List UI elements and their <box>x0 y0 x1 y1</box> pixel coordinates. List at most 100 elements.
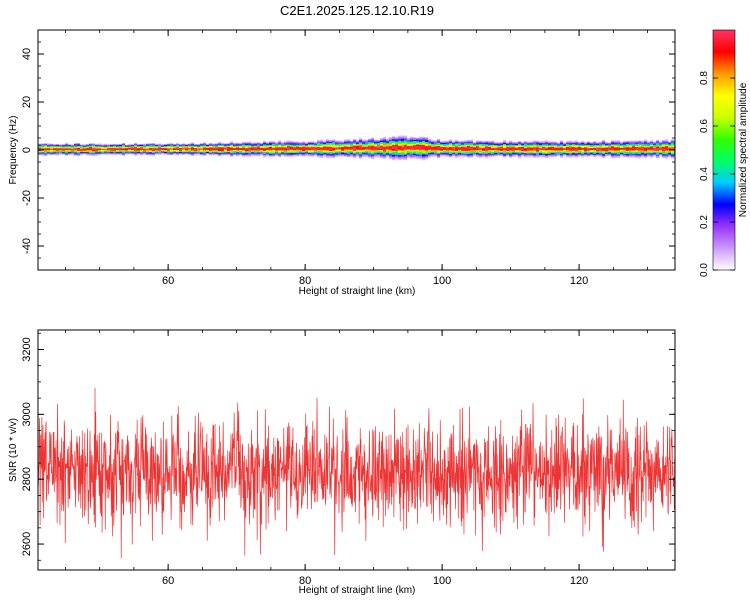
heatmap-cell <box>122 151 126 153</box>
heatmap-cell <box>425 142 429 145</box>
heatmap-cell <box>650 156 654 158</box>
heatmap-cell <box>266 146 270 149</box>
heatmap-cell <box>392 146 396 149</box>
heatmap-cell <box>659 144 663 146</box>
heatmap-cell <box>479 150 483 153</box>
heatmap-cell <box>656 139 660 142</box>
heatmap-cell <box>269 147 273 150</box>
heatmap-cell <box>158 148 162 150</box>
heatmap-cell <box>47 147 51 149</box>
heatmap-cell <box>347 152 351 155</box>
heatmap-cell <box>374 147 378 149</box>
heatmap-cell <box>593 147 597 149</box>
heatmap-cell <box>554 150 558 152</box>
heatmap-cell <box>404 155 408 158</box>
heatmap-cell <box>299 149 303 151</box>
heatmap-cell <box>305 148 309 150</box>
heatmap-cell <box>377 156 381 158</box>
heatmap-cell <box>365 155 369 158</box>
heatmap-cell <box>314 142 318 145</box>
heatmap-cell <box>671 140 675 142</box>
heatmap-cell <box>479 154 483 157</box>
heatmap-cell <box>284 149 288 151</box>
heatmap-cell <box>659 143 663 145</box>
heatmap-cell <box>443 141 447 144</box>
heatmap-cell <box>614 144 618 146</box>
heatmap-cell <box>587 153 591 156</box>
heatmap-cell <box>368 152 372 154</box>
heatmap-cell <box>449 147 453 149</box>
heatmap-cell <box>122 154 126 156</box>
heatmap-cell <box>146 144 150 146</box>
heatmap-cell <box>470 155 474 157</box>
heatmap-cell <box>377 153 381 155</box>
heatmap-cell <box>293 149 297 151</box>
heatmap-cell <box>278 155 282 157</box>
heatmap-cell <box>380 152 384 155</box>
heatmap-cell <box>149 153 153 155</box>
spectrogram-ytick-label: 40 <box>21 48 33 60</box>
heatmap-cell <box>560 143 564 145</box>
heatmap-cell <box>596 144 600 147</box>
heatmap-cell <box>398 147 402 150</box>
heatmap-cell <box>323 155 327 157</box>
heatmap-cell <box>533 150 537 152</box>
heatmap-cell <box>167 153 171 155</box>
heatmap-cell <box>74 144 78 146</box>
heatmap-cell <box>584 143 588 145</box>
heatmap-cell <box>398 144 402 147</box>
heatmap-cell <box>269 148 273 151</box>
heatmap-cell <box>65 143 69 145</box>
heatmap-cell <box>302 143 306 145</box>
heatmap-cell <box>563 152 567 154</box>
heatmap-cell <box>668 147 672 150</box>
heatmap-cell <box>374 153 378 155</box>
snr-xlabel: Height of straight line (km) <box>299 585 416 596</box>
heatmap-cell <box>647 147 651 149</box>
heatmap-cell <box>467 141 471 143</box>
heatmap-cell <box>377 141 381 143</box>
heatmap-cell <box>593 146 597 148</box>
heatmap-cell <box>482 149 486 152</box>
heatmap-cell <box>596 147 600 150</box>
heatmap-cell <box>383 146 387 148</box>
heatmap-cell <box>395 140 399 143</box>
heatmap-cell <box>404 140 408 142</box>
heatmap-cell <box>281 148 285 150</box>
heatmap-cell <box>506 145 510 147</box>
heatmap-cell <box>338 149 342 151</box>
heatmap-cell <box>269 155 273 158</box>
heatmap-cell <box>263 154 267 156</box>
heatmap-cell <box>638 152 642 154</box>
heatmap-cell <box>416 154 420 156</box>
heatmap-cell <box>50 144 54 147</box>
heatmap-cell <box>569 154 573 156</box>
heatmap-cell <box>230 153 234 155</box>
heatmap-cell <box>68 149 72 151</box>
heatmap-cell <box>515 153 519 155</box>
heatmap-cell <box>599 149 603 151</box>
heatmap-cell <box>389 157 393 159</box>
heatmap-cell <box>452 142 456 144</box>
heatmap-cell <box>479 149 483 152</box>
heatmap-cell <box>287 140 291 142</box>
heatmap-cell <box>533 144 537 146</box>
heatmap-cell <box>278 142 282 144</box>
heatmap-cell <box>272 151 276 154</box>
heatmap-cell <box>194 151 198 153</box>
heatmap-cell <box>200 144 204 146</box>
heatmap-cell <box>218 153 222 155</box>
heatmap-cell <box>446 140 450 142</box>
heatmap-cell <box>254 151 258 153</box>
heatmap-cell <box>377 144 381 146</box>
heatmap-cell <box>527 142 531 144</box>
heatmap-cell <box>662 147 666 150</box>
heatmap-cell <box>647 152 651 154</box>
heatmap-cell <box>242 149 246 151</box>
heatmap-cell <box>506 153 510 156</box>
heatmap-cell <box>518 148 522 150</box>
heatmap-cell <box>581 146 585 148</box>
heatmap-cell <box>101 146 105 149</box>
heatmap-cell <box>224 150 228 152</box>
heatmap-cell <box>113 149 117 151</box>
